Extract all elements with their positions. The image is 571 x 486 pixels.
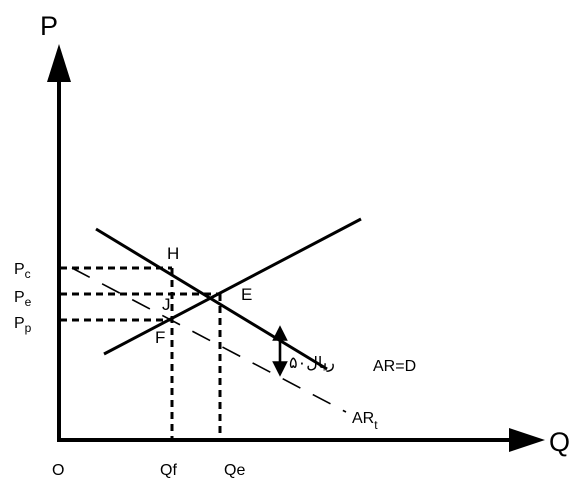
quantity-label-qf: Qf	[160, 462, 177, 479]
quantity-label-qe: Qe	[224, 462, 245, 479]
y-axis-title: P	[40, 11, 58, 41]
price-label-pc: Pc	[14, 261, 31, 281]
taxed-curve-label: ARt	[352, 410, 378, 432]
tax-amount-label: ۵۰ریال	[289, 355, 335, 373]
point-label-h: H	[167, 244, 179, 263]
x-axis-arrow	[509, 428, 545, 452]
x-axis-title: Q	[549, 427, 570, 457]
origin-label: O	[52, 462, 64, 479]
price-label-pe: Pe	[14, 289, 32, 309]
point-label-j: J	[162, 295, 171, 314]
taxed-demand-curve	[71, 267, 347, 413]
price-label-pp: Pp	[14, 315, 32, 335]
point-label-e: E	[241, 285, 252, 304]
point-label-f: F	[155, 328, 165, 347]
y-axis-arrow	[47, 44, 71, 82]
supply-curve	[103, 217, 362, 356]
demand-curve-label: AR=D	[373, 358, 416, 375]
